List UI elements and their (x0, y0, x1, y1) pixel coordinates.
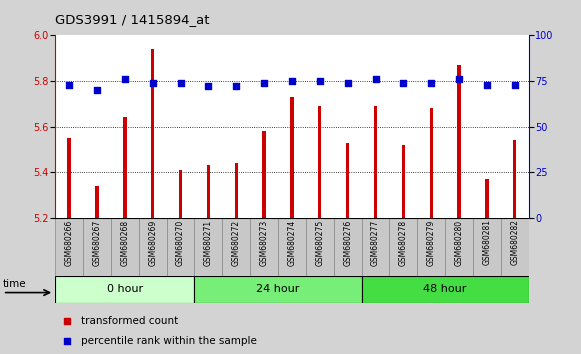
Point (315, 78, 324, 84)
Text: percentile rank within the sample: percentile rank within the sample (81, 336, 257, 346)
Point (399, 80, 408, 86)
Point (92, 87, 102, 93)
Text: GSM680280: GSM680280 (454, 219, 464, 266)
Text: GSM680278: GSM680278 (399, 219, 408, 266)
Point (148, 80, 157, 86)
Bar (429, 108, 433, 218)
Point (343, 80, 352, 86)
Bar (263, 131, 266, 218)
Bar (55, 218, 83, 276)
Point (176, 80, 185, 86)
Text: GSM680276: GSM680276 (343, 219, 352, 266)
Text: GSM680270: GSM680270 (176, 219, 185, 266)
Bar (306, 218, 333, 276)
Point (395, 27, 404, 33)
Bar (179, 170, 182, 218)
Text: GSM680269: GSM680269 (148, 219, 157, 266)
Bar (151, 49, 155, 218)
Bar (123, 118, 127, 218)
Point (426, 80, 436, 86)
Bar (417, 218, 445, 276)
Bar (223, 218, 250, 276)
Point (204, 84, 213, 89)
Bar (250, 218, 278, 276)
Point (120, 76, 130, 82)
Bar (95, 186, 99, 218)
Point (454, 76, 464, 82)
Bar (67, 138, 71, 218)
Text: GSM680274: GSM680274 (288, 219, 296, 266)
Bar (389, 218, 417, 276)
Text: GSM680281: GSM680281 (482, 219, 492, 266)
Bar (361, 276, 529, 303)
Bar (167, 218, 195, 276)
Bar (445, 218, 473, 276)
Text: 0 hour: 0 hour (107, 284, 143, 295)
Bar (374, 106, 377, 218)
Text: GSM680268: GSM680268 (120, 219, 130, 266)
Bar (361, 218, 389, 276)
Point (395, 211, 404, 217)
Bar (473, 218, 501, 276)
Bar (457, 65, 461, 218)
Bar (485, 179, 489, 218)
Bar (290, 97, 293, 218)
Text: GSM680279: GSM680279 (426, 219, 436, 266)
Text: transformed count: transformed count (81, 316, 178, 326)
Point (287, 78, 296, 84)
Bar (501, 218, 529, 276)
Bar (318, 106, 321, 218)
Bar (278, 218, 306, 276)
Text: GSM680273: GSM680273 (260, 219, 268, 266)
Bar (333, 218, 361, 276)
Bar (139, 218, 167, 276)
Bar (401, 145, 405, 218)
Text: GDS3991 / 1415894_at: GDS3991 / 1415894_at (55, 13, 210, 26)
Point (260, 80, 269, 86)
Point (232, 84, 241, 89)
Bar (235, 163, 238, 218)
Text: 48 hour: 48 hour (424, 284, 467, 295)
Text: 24 hour: 24 hour (256, 284, 300, 295)
Bar (195, 276, 361, 303)
Point (64, 82, 74, 87)
Bar (111, 218, 139, 276)
Text: GSM680267: GSM680267 (92, 219, 102, 266)
Bar (513, 140, 517, 218)
Bar (195, 218, 223, 276)
Text: GSM680271: GSM680271 (204, 219, 213, 266)
Bar (207, 165, 210, 218)
Bar (83, 218, 111, 276)
Text: GSM680272: GSM680272 (232, 219, 241, 266)
Bar (346, 143, 349, 218)
Text: GSM680275: GSM680275 (315, 219, 324, 266)
Point (510, 82, 519, 87)
Point (482, 82, 492, 87)
Bar (55, 276, 195, 303)
Text: GSM680282: GSM680282 (510, 219, 519, 266)
Text: time: time (3, 279, 26, 289)
Point (371, 76, 380, 82)
Text: GSM680277: GSM680277 (371, 219, 380, 266)
Text: GSM680266: GSM680266 (64, 219, 74, 266)
